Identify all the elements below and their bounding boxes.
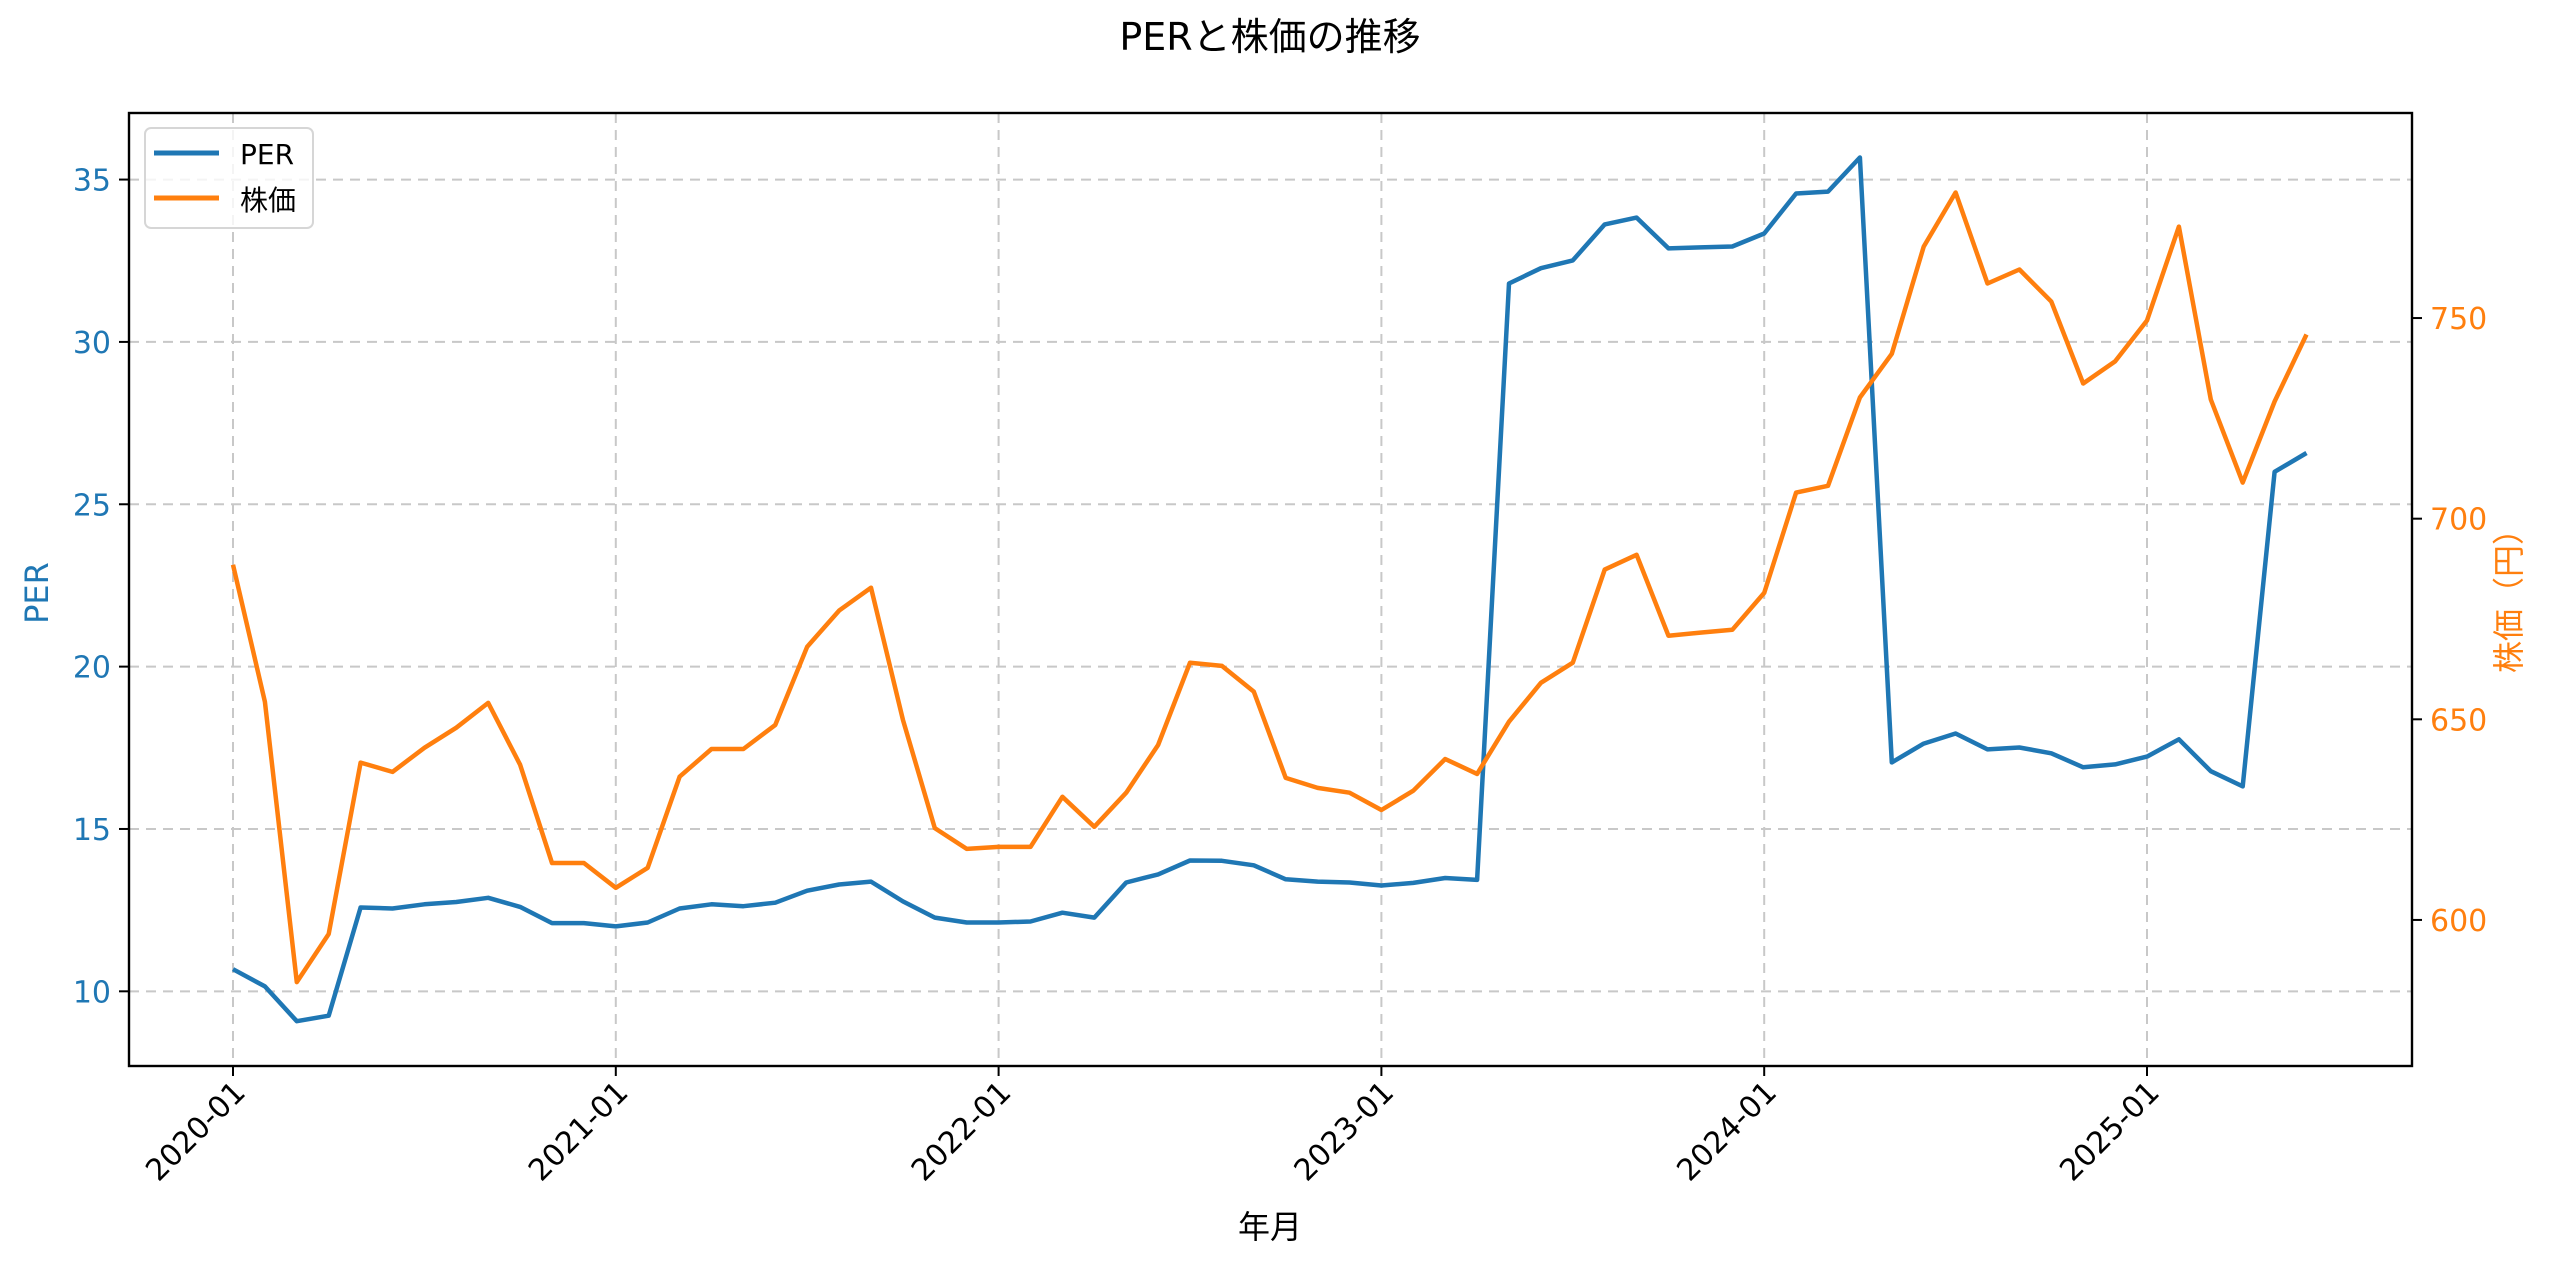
right-tick-label: 750: [2430, 302, 2487, 337]
plot-frame: [127, 111, 2414, 1068]
left-tick-label: 20: [73, 651, 111, 686]
left-tick-label: 15: [73, 813, 111, 848]
left-y-axis-ticks: 10 15 20 25 30 35: [73, 164, 129, 1010]
grid-lines: [129, 113, 2412, 1066]
x-tick-label: 2020-01: [139, 1075, 252, 1188]
right-tick-label: 600: [2430, 904, 2487, 939]
legend-per-label: PER: [240, 138, 294, 171]
x-tick-label: 2023-01: [1288, 1075, 1401, 1188]
left-tick-label: 10: [73, 975, 111, 1010]
right-y-axis-ticks: 600 650 700 750: [2412, 302, 2487, 939]
x-tick-label: 2025-01: [2053, 1075, 2166, 1188]
chart-title: PERと株価の推移: [1119, 15, 1420, 59]
right-y-axis-label: 株価（円）: [2490, 513, 2528, 673]
x-tick-label: 2021-01: [522, 1075, 635, 1188]
right-tick-label: 650: [2430, 703, 2487, 738]
legend-price-label: 株価: [240, 184, 296, 217]
legend: PER 株価: [144, 127, 314, 229]
price-line: [230, 190, 2309, 985]
left-tick-label: 25: [73, 488, 111, 523]
per-line: [231, 155, 2308, 1024]
left-y-axis-label: PER: [18, 562, 56, 624]
x-tick-label: 2022-01: [905, 1075, 1018, 1188]
x-tick-label: 2024-01: [1670, 1075, 1783, 1188]
x-axis-ticks: 2020-01 2021-01 2022-01 2023-01 2024-01 2025-…: [139, 1066, 2167, 1188]
right-tick-label: 700: [2430, 503, 2487, 538]
plot-series: [230, 155, 2309, 1024]
left-tick-label: 30: [73, 326, 111, 361]
left-tick-label: 35: [73, 164, 111, 199]
x-axis-label: 年月: [1238, 1208, 1302, 1246]
